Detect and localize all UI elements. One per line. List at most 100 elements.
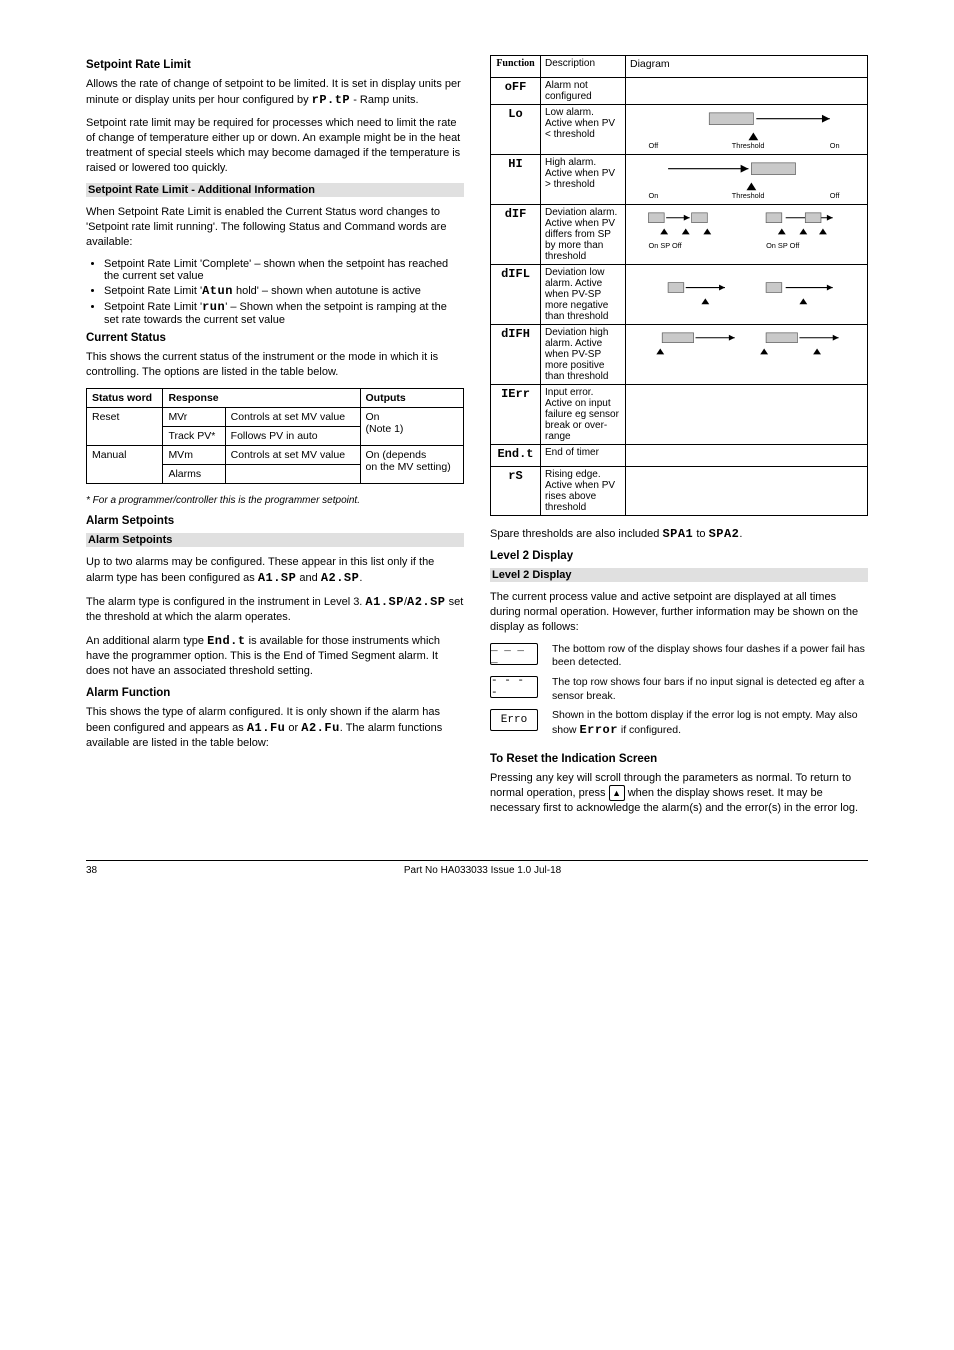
seg-a2fu: A2.Fu — [301, 721, 340, 735]
display-row: _ _ _ _ The bottom row of the display sh… — [490, 643, 868, 670]
col-header: Outputs — [360, 388, 464, 407]
para-reset: Pressing any key will scroll through the… — [490, 771, 868, 817]
seg-a1fu: A1.Fu — [247, 721, 286, 735]
col-header: Description — [541, 56, 626, 78]
txt: . — [739, 528, 742, 540]
page-footer: 38 Part No HA033033 Issue 1.0 Jul-18 — [86, 860, 868, 876]
txt: hold' – shown when autotune is active — [233, 285, 421, 297]
heading-alarm-function: Alarm Function — [86, 687, 464, 699]
cell: MVm — [163, 445, 225, 464]
svg-text:On SP Off: On SP Off — [649, 241, 683, 250]
cell-desc: Deviation high alarm. Active when PV-SP … — [541, 325, 626, 385]
heading-current-status: Current Status — [86, 332, 464, 344]
display-box-icon: Erro — [490, 709, 538, 731]
status-note: * For a programmer/controller this is th… — [86, 494, 464, 508]
table-row: dIF Deviation alarm. Active when PV diff… — [491, 205, 868, 265]
txt: The top row shows four bars if no input … — [552, 676, 868, 703]
cell: Follows PV in auto — [225, 426, 360, 445]
display-box-icon: - - - - — [490, 676, 538, 698]
table-row: Reset MVr Controls at set MV value On(No… — [87, 407, 464, 426]
svg-text:On: On — [649, 191, 659, 200]
cell-code: dIFH — [491, 325, 541, 385]
txt: and — [296, 572, 320, 584]
seg-spa1: SPA1 — [662, 527, 693, 541]
svg-text:Threshold: Threshold — [732, 141, 765, 150]
alarm-diagram-difh — [626, 325, 867, 374]
svg-text:Off: Off — [830, 191, 841, 200]
para-rate-2: Setpoint rate limit may be required for … — [86, 116, 464, 175]
txt: . — [359, 572, 362, 584]
txt: An additional alarm type — [86, 635, 207, 647]
cell-code: HI — [491, 155, 541, 205]
col-header: Status word — [87, 388, 163, 407]
status-table: Status word Response Outputs Reset MVr C… — [86, 388, 464, 484]
col-header: Function — [491, 56, 541, 78]
svg-text:Threshold: Threshold — [732, 191, 765, 200]
subheading-alarm-setpoints: Alarm Setpoints — [86, 533, 464, 547]
seg-a1sp: A1.SP — [258, 571, 297, 585]
cell: Track PV* — [163, 426, 225, 445]
heading-alarm-setpoints: Alarm Setpoints — [86, 515, 464, 527]
cell-code: dIF — [491, 205, 541, 265]
txt: Setpoint Rate Limit ' — [104, 285, 202, 297]
heading-setpoint-rate: Setpoint Rate Limit — [86, 59, 464, 71]
cell-code: IErr — [491, 385, 541, 445]
cell: Reset — [87, 407, 163, 445]
table-row: rS Rising edge. Active when PV rises abo… — [491, 467, 868, 516]
seg-a1sp: A1.SP — [365, 595, 404, 609]
cell-diagram-difh — [626, 325, 868, 385]
seg-spa2: SPA2 — [709, 527, 740, 541]
left-column: Setpoint Rate Limit Allows the rate of c… — [86, 55, 464, 824]
cell-code: End.t — [491, 445, 541, 467]
alarm-diagram-dif: On SP Off On SP Off — [626, 205, 867, 254]
table-row: Function Description Diagram — [491, 56, 868, 78]
txt: - Ramp units. — [350, 94, 418, 106]
cell-desc: End of timer — [541, 445, 626, 467]
cell-diagram — [626, 78, 868, 105]
txt: Shown in the bottom display if the error… — [552, 709, 868, 738]
cell: On (dependson the MV setting) — [360, 445, 464, 483]
cell-desc: Low alarm. Active when PV < threshold — [541, 105, 626, 155]
subheading-level2-display: Level 2 Display — [490, 568, 868, 582]
txt: Setpoint Rate Limit 'Complete' – shown w… — [104, 258, 448, 282]
para-rate-1: Allows the rate of change of setpoint to… — [86, 77, 464, 108]
txt: The alarm type is configured in the inst… — [86, 596, 365, 608]
cell: Controls at set MV value — [225, 407, 360, 426]
footer-page-number: 38 — [86, 865, 97, 876]
rate-bullet-list: Setpoint Rate Limit 'Complete' – shown w… — [104, 258, 464, 326]
table-row: oFF Alarm not configured — [491, 78, 868, 105]
cell-desc: Alarm not configured — [541, 78, 626, 105]
seg-run: run — [202, 300, 225, 314]
para-alarm-2: The alarm type is configured in the inst… — [86, 594, 464, 625]
cell: MVr — [163, 407, 225, 426]
cell-desc: High alarm. Active when PV > threshold — [541, 155, 626, 205]
cell-diagram-dif: On SP Off On SP Off — [626, 205, 868, 265]
table-row: Status word Response Outputs — [87, 388, 464, 407]
cell: Manual — [87, 445, 163, 483]
display-row: - - - - The top row shows four bars if n… — [490, 676, 868, 703]
footer-doc-info: Part No HA033033 Issue 1.0 Jul-18 — [404, 865, 561, 876]
svg-text:On: On — [830, 141, 840, 150]
heading-level2-display: Level 2 Display — [490, 550, 868, 562]
para-rate-3: When Setpoint Rate Limit is enabled the … — [86, 205, 464, 250]
cell-desc: Deviation alarm. Active when PV differs … — [541, 205, 626, 265]
table-row: dIFH Deviation high alarm. Active when P… — [491, 325, 868, 385]
table-row: Lo Low alarm. Active when PV < threshold… — [491, 105, 868, 155]
table-row: Manual MVm Controls at set MV value On (… — [87, 445, 464, 464]
cell: Alarms — [163, 464, 225, 483]
table-row: dIFL Deviation low alarm. Active when PV… — [491, 265, 868, 325]
table-row: IErr Input error. Active on input failur… — [491, 385, 868, 445]
cell: On(Note 1) — [360, 407, 464, 445]
txt: or — [285, 722, 301, 734]
alarm-function-table: Function Description Diagram oFF Alarm n… — [490, 55, 868, 516]
heading-reset-indication: To Reset the Indication Screen — [490, 753, 868, 765]
seg-a2sp: A2.SP — [321, 571, 360, 585]
cell-diagram-difl — [626, 265, 868, 325]
cell-diagram-lo: Off Threshold On — [626, 105, 868, 155]
display-row: Erro Shown in the bottom display if the … — [490, 709, 868, 738]
table-row: End.t End of timer — [491, 445, 868, 467]
alarm-diagram-lo: Off Threshold On — [626, 105, 867, 154]
para-level2-intro: The current process value and active set… — [490, 590, 868, 635]
list-item: Setpoint Rate Limit 'Complete' – shown w… — [104, 258, 464, 282]
cell-code: oFF — [491, 78, 541, 105]
